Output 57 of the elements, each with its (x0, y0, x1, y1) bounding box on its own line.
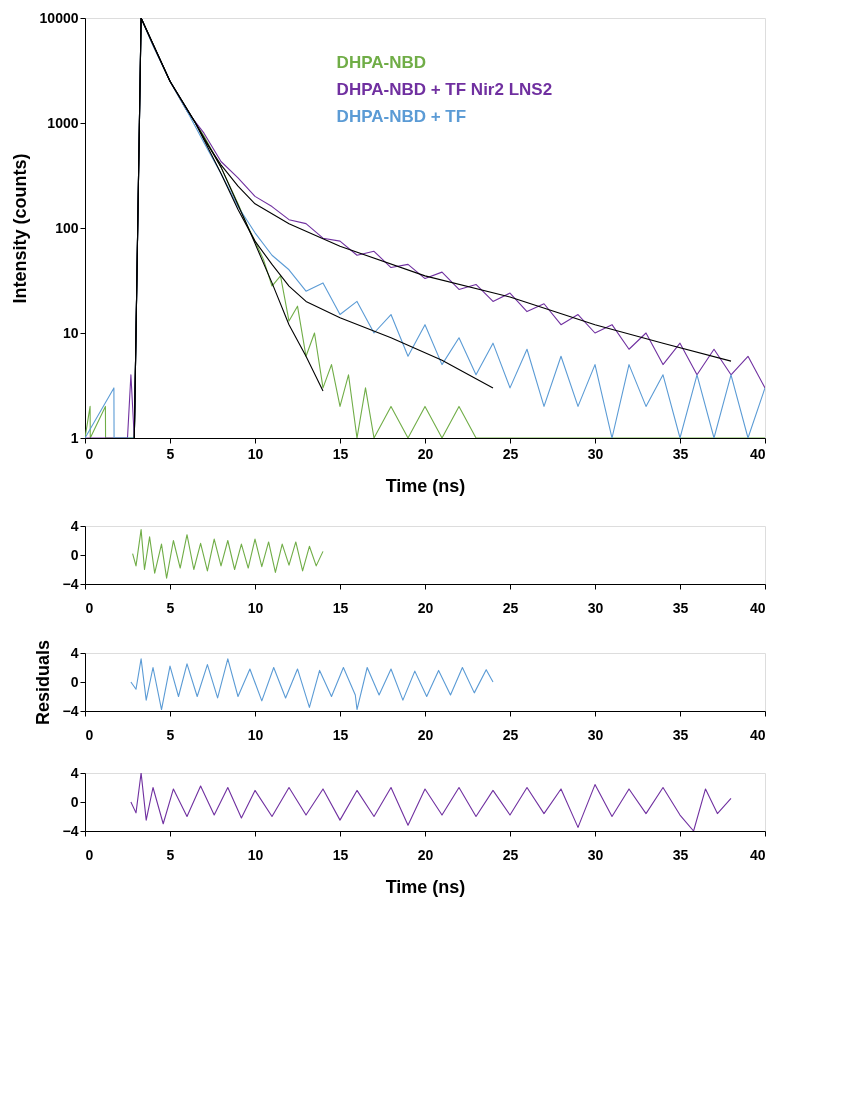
text: DHPA-NBD (336, 53, 427, 72)
x-tick-label: 20 (417, 445, 434, 462)
y-tick-label: 4 (70, 764, 79, 781)
x-tick-label: 15 (332, 726, 349, 743)
x-tick-label: 30 (587, 726, 604, 743)
x-tick-label: 0 (85, 846, 94, 863)
y-tick-label: 10 (62, 324, 79, 341)
x-tick-label: 20 (417, 599, 434, 616)
x-tick-label: 25 (502, 445, 519, 462)
x-tick-label: 5 (166, 726, 175, 743)
x-tick-label: 20 (417, 846, 434, 863)
y-tick-label: −4 (62, 702, 79, 719)
x-tick-label: 0 (85, 599, 94, 616)
x-tick-label: 10 (247, 445, 264, 462)
y-tick-label: 0 (70, 546, 79, 563)
x-tick-label: 0 (85, 445, 94, 462)
x-tick-label: 10 (247, 846, 264, 863)
y-tick-label: 100 (55, 219, 79, 236)
x-tick-label: 5 (166, 846, 175, 863)
text: DHPA-NBD + TF (336, 107, 467, 126)
y-tick-label: 10000 (39, 9, 79, 26)
x-tick-label: 25 (502, 846, 519, 863)
x-tick-label: 0 (85, 726, 94, 743)
y-tick-label: 1 (70, 429, 79, 446)
x-tick-label: 5 (166, 445, 175, 462)
x-tick-label: 15 (332, 445, 349, 462)
x-tick-label: 10 (247, 599, 264, 616)
x-tick-label: 35 (672, 445, 689, 462)
x-tick-label: 25 (502, 599, 519, 616)
x-tick-label: 35 (672, 846, 689, 863)
y-tick-label: 0 (70, 793, 79, 810)
x-tick-label: 30 (587, 846, 604, 863)
x-tick-label: 5 (166, 599, 175, 616)
y-tick-label: 1000 (47, 114, 79, 131)
y-tick-label: −4 (62, 575, 79, 592)
x-tick-label: 15 (332, 846, 349, 863)
y-tick-label: 4 (70, 517, 79, 534)
x-axis-title: Time (ns) (385, 876, 466, 897)
x-tick-label: 20 (417, 726, 434, 743)
x-tick-label: 40 (749, 445, 766, 462)
x-tick-label: 40 (749, 846, 766, 863)
text: DHPA-NBD + TF Nir2 LNS2 (336, 80, 553, 99)
y-tick-label: −4 (62, 822, 79, 839)
x-tick-label: 40 (749, 726, 766, 743)
x-tick-label: 30 (587, 599, 604, 616)
y-axis-title: Intensity (counts) (9, 153, 30, 304)
y-tick-label: 0 (70, 673, 79, 690)
x-tick-label: 15 (332, 599, 349, 616)
x-tick-label: 10 (247, 726, 264, 743)
x-tick-label: 40 (749, 599, 766, 616)
x-tick-label: 30 (587, 445, 604, 462)
y-axis-title: Residuals (32, 639, 53, 726)
x-tick-label: 25 (502, 726, 519, 743)
x-tick-label: 35 (672, 599, 689, 616)
x-axis-title: Time (ns) (385, 475, 466, 496)
y-tick-label: 4 (70, 644, 79, 661)
x-tick-label: 35 (672, 726, 689, 743)
